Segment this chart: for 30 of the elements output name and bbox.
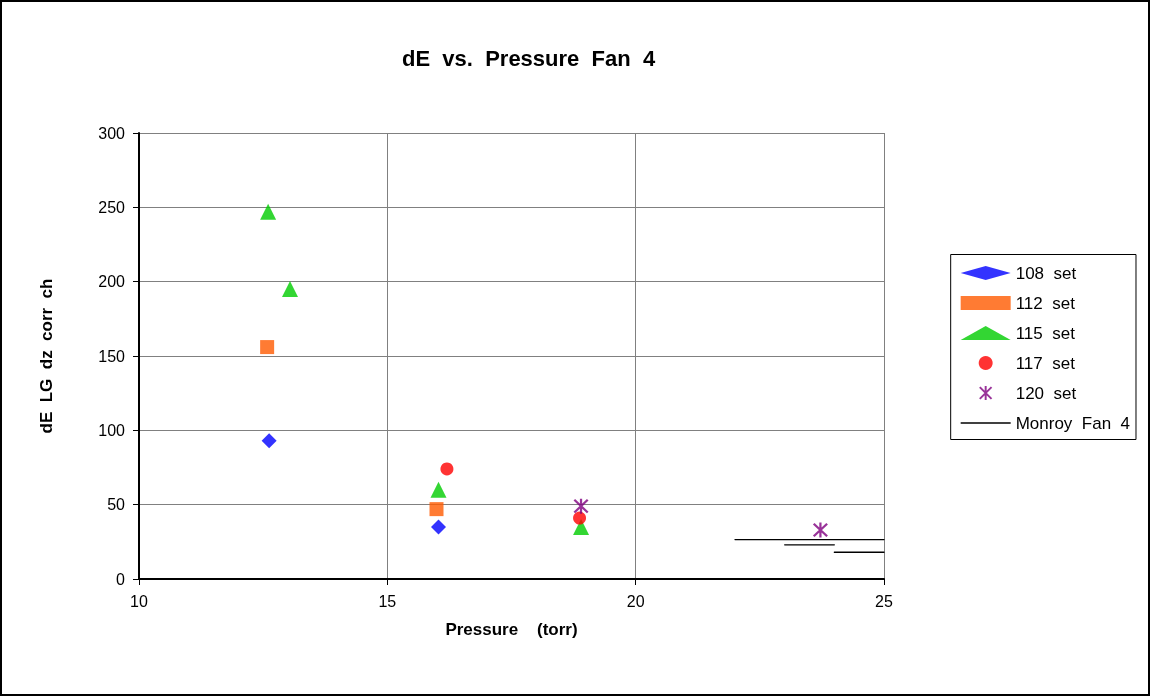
point <box>281 281 298 298</box>
legend-label: 108 set <box>1015 263 1077 283</box>
legend-label: 115 set <box>1015 323 1076 343</box>
point <box>429 502 444 517</box>
point <box>260 340 275 355</box>
legend-label: 117 set <box>1015 353 1076 373</box>
y-tick-label: 0 <box>116 570 126 588</box>
chart-title: dE vs. Pressure Fan 4 <box>402 45 656 71</box>
legend-label: 112 set <box>1015 293 1076 313</box>
x-tick-label: 25 <box>875 592 893 610</box>
y-tick-label: 300 <box>98 124 126 142</box>
point <box>261 433 277 449</box>
y-tick-label: 50 <box>107 496 126 514</box>
y-tick-label: 200 <box>98 273 126 291</box>
x-tick-label: 15 <box>378 592 397 610</box>
x-tick-label: 20 <box>626 592 645 610</box>
legend-label: Monroy Fan 4 <box>1015 413 1130 433</box>
y-tick-label: 100 <box>98 421 126 439</box>
point <box>260 203 277 220</box>
point <box>430 481 447 498</box>
legend-label: 120 set <box>1015 383 1077 403</box>
x-axis-title: Pressure (torr) <box>445 620 578 639</box>
y-tick-label: 250 <box>98 198 126 216</box>
x-tick-label: 10 <box>130 592 148 610</box>
y-tick-label: 150 <box>98 347 126 365</box>
y-axis-title: dE LG dz corr ch <box>37 278 56 434</box>
point <box>812 522 828 538</box>
point <box>573 511 587 525</box>
point <box>430 519 446 535</box>
point <box>440 462 454 476</box>
